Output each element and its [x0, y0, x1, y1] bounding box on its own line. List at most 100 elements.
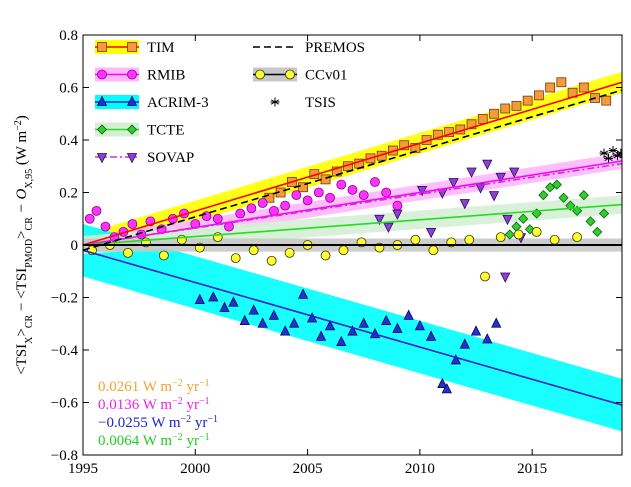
plot-area — [83, 71, 622, 432]
marker-circle — [513, 229, 524, 240]
marker-triangle — [347, 325, 358, 336]
y-axis-label: <TSIX>CR − <TSIPMOD>CR − OX,95 (W m−2) — [13, 115, 35, 375]
marker-circle — [549, 234, 560, 245]
marker-circle — [248, 245, 259, 256]
marker-circle — [127, 69, 137, 80]
legend-entry: TIM — [95, 40, 175, 56]
annotation-part: 0.0261 W m — [98, 379, 172, 395]
marker-square — [545, 82, 556, 93]
marker-square — [522, 95, 533, 106]
marker-down-triangle — [425, 227, 437, 239]
annotation-part: −2 — [181, 414, 192, 425]
y-axis-label-part: > — [14, 328, 30, 336]
trend-line — [83, 203, 622, 246]
marker-square — [399, 140, 410, 151]
legend-label: SOVAP — [147, 150, 194, 166]
marker-triangle — [219, 301, 230, 312]
marker-circle — [91, 205, 102, 216]
y-axis-label-part: CR — [24, 217, 35, 231]
marker-circle — [246, 203, 257, 214]
marker-diamond — [96, 124, 108, 135]
marker-square — [466, 119, 477, 130]
y-axis-label-part: − <TSI — [14, 268, 30, 315]
marker-triangle — [228, 296, 239, 307]
marker-circle — [302, 195, 313, 206]
marker-circle — [230, 253, 241, 264]
marker-circle — [190, 219, 201, 229]
legend-label: TCTE — [147, 123, 185, 139]
trend-line — [83, 89, 622, 252]
marker-circle — [347, 184, 358, 195]
marker-circle — [480, 271, 490, 282]
y-tick-label: −0.4 — [51, 343, 79, 359]
legend-label: CCv01 — [305, 68, 348, 84]
marker-square — [601, 95, 612, 106]
marker-triangle — [126, 95, 138, 106]
marker-circle — [313, 187, 324, 198]
marker-square — [97, 42, 107, 52]
marker-square — [298, 182, 308, 193]
marker-circle — [257, 198, 268, 208]
y-axis-label-part: X,95 — [24, 169, 35, 189]
marker-triangle — [437, 377, 448, 389]
marker-square — [489, 108, 499, 119]
y-tick-label: 0.8 — [59, 28, 78, 44]
marker-down-triangle — [96, 153, 108, 164]
annotation-part: 0.0064 W m — [98, 433, 172, 449]
marker-circle — [336, 179, 347, 190]
marker-square — [410, 142, 421, 153]
y-axis-label-part: > — [14, 230, 30, 238]
marker-down-triangle — [374, 214, 385, 226]
legend-label: TSIS — [305, 95, 336, 111]
marker-triangle — [288, 317, 300, 328]
trend-annotation: −0.0255 W m−2 yr−1 — [98, 414, 218, 432]
marker-square — [127, 42, 137, 52]
marker-asterisk — [270, 97, 280, 107]
marker-circle — [495, 232, 506, 243]
marker-diamond — [598, 208, 610, 219]
marker-square — [331, 166, 342, 177]
marker-diamond — [504, 229, 515, 240]
marker-circle — [255, 69, 265, 80]
marker-circle — [127, 219, 138, 229]
y-axis-label-part: CR — [24, 314, 35, 328]
marker-triangle — [336, 335, 347, 347]
marker-triangle — [414, 319, 426, 331]
marker-circle — [266, 255, 277, 266]
marker-diamond — [585, 216, 596, 227]
annotation-part: −1 — [199, 378, 210, 389]
marker-circle — [100, 221, 111, 232]
marker-down-triangle — [392, 209, 403, 220]
marker-circle — [358, 190, 369, 201]
legend-label: ACRIM-3 — [147, 95, 209, 111]
marker-circle — [84, 213, 95, 224]
annotation-part: −1 — [199, 432, 210, 443]
marker-triangle — [315, 330, 327, 341]
y-tick-label: −0.2 — [51, 291, 78, 307]
marker-diamond — [578, 190, 589, 201]
marker-circle — [392, 200, 403, 211]
marker-triangle — [425, 330, 437, 341]
marker-down-triangle — [495, 172, 506, 184]
marker-triangle — [491, 317, 502, 328]
annotation-part: −0.0255 W m — [98, 415, 181, 431]
marker-asterisk — [616, 148, 622, 158]
marker-diamond — [538, 190, 549, 201]
marker-triangle — [279, 325, 291, 336]
marker-triangle — [470, 325, 482, 336]
annotation-part: −1 — [207, 414, 218, 425]
marker-triangle — [96, 95, 108, 106]
marker-circle — [280, 200, 291, 211]
marker-asterisk — [599, 148, 609, 158]
marker-circle — [572, 232, 582, 243]
marker-triangle — [403, 309, 414, 320]
marker-circle — [212, 213, 223, 224]
marker-square — [556, 77, 567, 88]
marker-square — [264, 192, 275, 203]
x-tick-label: 2010 — [405, 461, 435, 477]
trend-annotation: 0.0261 W m−2 yr−1 — [98, 378, 210, 396]
legend-entry: TSIS — [270, 95, 336, 111]
marker-diamond — [551, 179, 562, 190]
marker-circle — [338, 245, 349, 256]
marker-triangle — [482, 333, 493, 344]
